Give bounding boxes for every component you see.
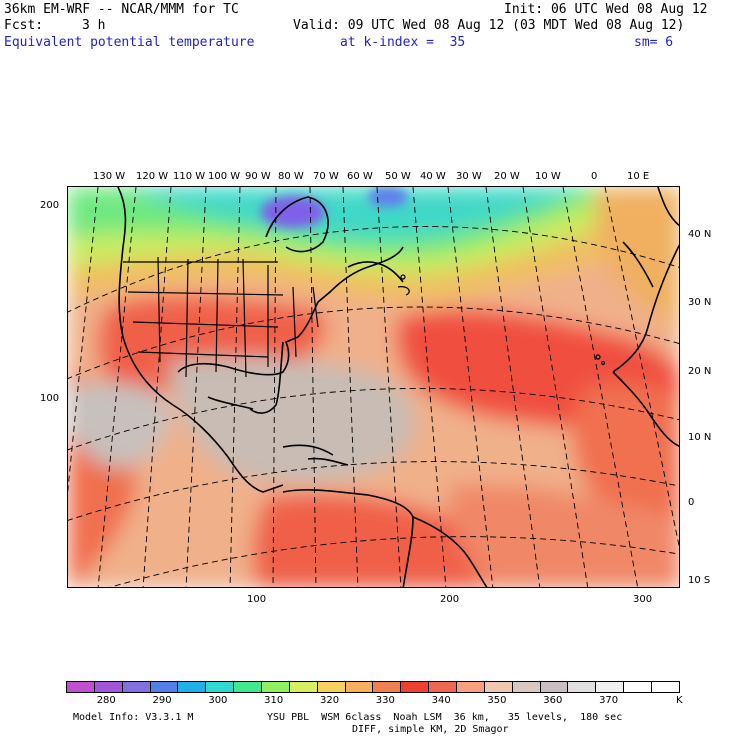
grid-label-bottom-300: 300 [633,594,653,605]
colorbar-swatch [596,682,625,692]
longitude-label: 130 W [93,171,126,182]
colorbar-label: 320 [319,695,340,706]
longitude-label: 40 W [420,171,446,182]
colorbar-swatch [289,682,318,692]
longitude-label: 70 W [313,171,339,182]
latitude-label: 10 N [688,432,712,443]
colorbar-swatch [568,682,597,692]
longitude-label: 80 W [278,171,304,182]
colorbar-label: 360 [543,695,563,706]
colorbar-swatch [540,682,569,692]
field-name: Equivalent potential temperature [4,35,255,50]
colorbar-swatch [150,682,179,692]
islands [397,274,606,366]
smoothing-info: sm= 6 [634,35,674,50]
latitude-label: 10 S [688,575,711,586]
longitude-label: 10 W [535,171,561,182]
longitude-label: 10 E [627,171,650,182]
latitude-label: 40 N [688,229,712,240]
colorbar-swatch [401,682,430,692]
colorbar-swatch [206,682,235,692]
forecast-hour: 3 h [82,18,106,33]
colorbar-swatch [178,682,207,692]
latitude-label: 30 N [688,297,712,308]
model-title: 36km EM-WRF -- NCAR/MMM for TC [4,2,239,17]
longitude-label: 100 W [208,171,241,182]
coastlines [117,187,679,587]
valid-time: Valid: 09 UTC Wed 08 Aug 12 (03 MDT Wed … [293,18,685,33]
colorbar-label: 330 [375,695,395,706]
physics-info: YSU PBL WSM 6class Noah LSM 36 km, 35 le… [267,712,623,723]
graticule [68,187,679,587]
colorbar-swatch [317,682,346,692]
colorbar-swatch [457,682,485,692]
grid-label-bottom-200: 200 [440,594,460,605]
colorbar-swatch [624,682,653,692]
colorbar-swatch [652,682,679,692]
state-boundaries [123,256,319,378]
colorbar-swatch [67,682,95,692]
colorbar-label: 370 [599,695,619,706]
colorbar-swatch [429,682,458,692]
map-canvas [68,187,679,587]
longitude-label: 50 W [385,171,411,182]
colorbar-label: 310 [264,695,284,706]
colorbar-swatch [345,682,374,692]
colorbar-label: 340 [431,695,451,706]
latitude-label: 0 [688,497,695,508]
colorbar-swatch [512,682,541,692]
longitude-label: 90 W [245,171,271,182]
level-info: at k-index = 35 [340,35,466,50]
colorbar-swatch [234,682,263,692]
grid-label-left-200: 200 [40,200,60,211]
colorbar-label: 300 [208,695,228,706]
longitude-label: 0 [591,171,598,182]
grid-label-left-100: 100 [40,393,60,404]
grid-label-bottom-100: 100 [247,594,267,605]
colorbar-swatch [122,682,151,692]
model-info: Model Info: V3.3.1 M [73,712,194,723]
longitude-label: 30 W [456,171,482,182]
longitude-label: 60 W [347,171,373,182]
diffusion-info: DIFF, simple KM, 2D Smagor [352,724,509,735]
colorbar-label: 350 [487,695,507,706]
theta-e-field [68,187,679,587]
colorbar-swatch [373,682,402,692]
forecast-label: Fcst: [4,18,44,33]
longitude-label: 120 W [136,171,169,182]
colorbar [66,681,680,693]
map-panel [67,186,680,588]
colorbar-label: 280 [96,695,116,706]
colorbar-label: 290 [152,695,172,706]
longitude-label: 110 W [173,171,206,182]
colorbar-swatch [94,682,123,692]
init-time: Init: 06 UTC Wed 08 Aug 12 [504,2,708,17]
longitude-label: 20 W [494,171,520,182]
colorbar-swatch [262,682,290,692]
colorbar-swatch [484,682,513,692]
latitude-label: 20 N [688,366,712,377]
colorbar-unit: K [676,695,683,706]
